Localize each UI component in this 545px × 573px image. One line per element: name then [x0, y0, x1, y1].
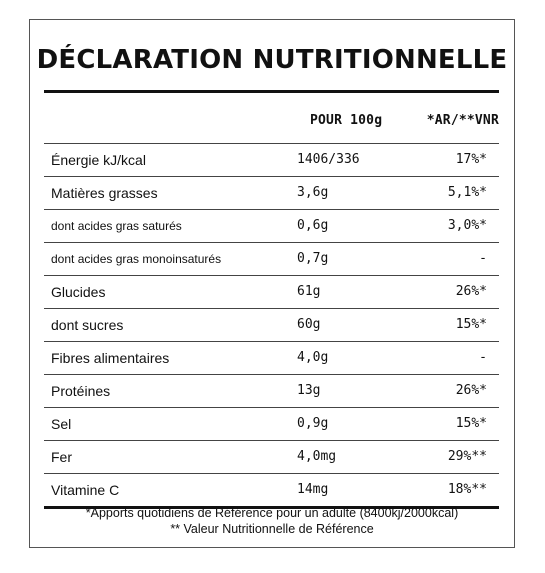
row-value: 13g: [297, 383, 321, 398]
row-percent: 26%*: [455, 383, 487, 398]
row-value: 60g: [297, 317, 321, 332]
table-row: Sel 0,9g 15%*: [44, 408, 499, 441]
table-row: dont acides gras monoinsaturés 0,7g -: [44, 243, 499, 276]
row-value: 0,6g: [297, 218, 329, 233]
row-label: Vitamine C: [51, 482, 120, 498]
row-percent: 29%**: [447, 449, 487, 464]
table-row: dont acides gras saturés 0,6g 3,0%*: [44, 210, 499, 243]
footnotes: *Apports quotidiens de Référence pour un…: [30, 505, 514, 537]
row-value: 4,0g: [297, 350, 329, 365]
row-label: dont sucres: [51, 317, 124, 333]
header-per-100g: POUR 100g: [310, 113, 383, 128]
row-percent: 15%*: [455, 317, 487, 332]
table-row: Protéines 13g 26%*: [44, 375, 499, 408]
row-label: Énergie kJ/kcal: [51, 152, 146, 168]
row-label: Fibres alimentaires: [51, 350, 170, 366]
row-label: Sel: [51, 416, 72, 432]
row-percent: 17%*: [455, 152, 487, 167]
footnote-ar: *Apports quotidiens de Référence pour un…: [85, 506, 459, 520]
table-row: Glucides 61g 26%*: [44, 276, 499, 309]
table-row: Énergie kJ/kcal 1406/336 17%*: [44, 144, 499, 177]
row-value: 4,0mg: [297, 449, 337, 464]
row-percent: 5,1%*: [447, 185, 487, 200]
row-value: 0,9g: [297, 416, 329, 431]
row-percent: 15%*: [455, 416, 487, 431]
table-header: POUR 100g *AR/**VNR: [44, 101, 499, 144]
row-label: Matières grasses: [51, 185, 158, 201]
header-ar-vnr: *AR/**VNR: [426, 113, 499, 128]
nutrition-table: Énergie kJ/kcal 1406/336 17%* Matières g…: [44, 144, 499, 509]
table-row: dont sucres 60g 15%*: [44, 309, 499, 342]
table-row: Fibres alimentaires 4,0g -: [44, 342, 499, 375]
row-value: 61g: [297, 284, 321, 299]
row-percent: 26%*: [455, 284, 487, 299]
nutrition-panel: DÉCLARATION NUTRITIONNELLE POUR 100g *AR…: [29, 19, 515, 548]
table-row: Matières grasses 3,6g 5,1%*: [44, 177, 499, 210]
row-value: 3,6g: [297, 185, 329, 200]
row-label: Glucides: [51, 284, 106, 300]
row-percent: -: [479, 350, 487, 365]
footnote-vnr: ** Valeur Nutritionnelle de Référence: [170, 522, 374, 536]
row-value: 14mg: [297, 482, 329, 497]
row-percent: -: [479, 251, 487, 266]
row-value: 0,7g: [297, 251, 329, 266]
row-label: dont acides gras saturés: [51, 219, 182, 233]
row-percent: 3,0%*: [447, 218, 487, 233]
row-value: 1406/336: [297, 152, 360, 167]
row-label: Protéines: [51, 383, 111, 399]
title-divider: [44, 90, 499, 93]
row-label: Fer: [51, 449, 72, 465]
table-row: Fer 4,0mg 29%**: [44, 441, 499, 474]
row-label: dont acides gras monoinsaturés: [51, 252, 222, 266]
table-row: Vitamine C 14mg 18%**: [44, 474, 499, 509]
panel-title: DÉCLARATION NUTRITIONNELLE: [36, 45, 508, 75]
row-percent: 18%**: [447, 482, 487, 497]
